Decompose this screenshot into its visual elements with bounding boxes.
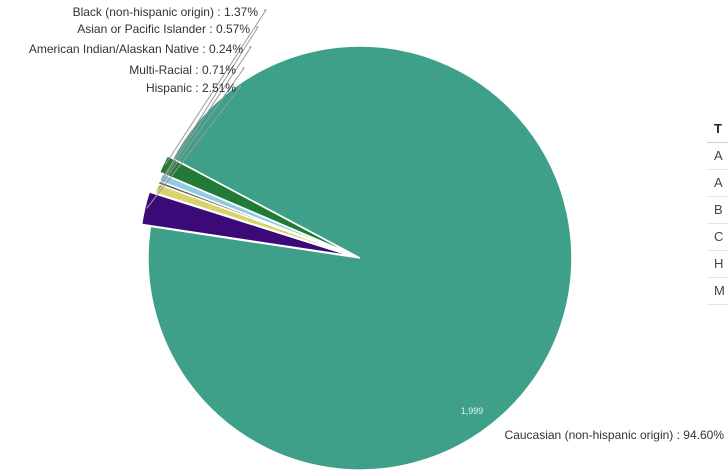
slice-label: Caucasian (non-hispanic origin) : 94.60% xyxy=(505,428,725,442)
pie-slice-black-non-hispanic-origin[interactable] xyxy=(158,154,355,257)
table-row[interactable]: A xyxy=(707,143,728,170)
pie-slice-hispanic[interactable] xyxy=(140,190,352,257)
inner-value-label: 1,999 xyxy=(461,406,484,416)
leader-line xyxy=(160,46,252,184)
table-row[interactable]: B xyxy=(707,197,728,224)
table-row[interactable]: A xyxy=(707,170,728,197)
table-header: T xyxy=(707,116,728,143)
slice-label: Black (non-hispanic origin) : 1.37% xyxy=(73,5,259,19)
table-row[interactable]: C xyxy=(707,224,728,251)
slice-label: Multi-Racial : 0.71% xyxy=(129,63,236,77)
slice-label: Hispanic : 2.51% xyxy=(146,81,236,95)
leader-line xyxy=(158,67,245,190)
table-row[interactable]: M xyxy=(707,278,728,305)
leader-line xyxy=(162,26,259,179)
data-table: T A A B C H M xyxy=(707,116,728,305)
pie-slice-caucasian-non-hispanic-origin[interactable] xyxy=(147,45,573,471)
slice-label: Asian or Pacific Islander : 0.57% xyxy=(77,22,250,36)
slice-labels: Caucasian (non-hispanic origin) : 94.60%… xyxy=(29,5,724,442)
pie-slices xyxy=(140,45,573,471)
table-row[interactable]: H xyxy=(707,251,728,278)
leader-lines xyxy=(146,9,267,209)
leader-line xyxy=(146,85,243,209)
slice-label: American Indian/Alaskan Native : 0.24% xyxy=(29,42,243,56)
leader-line xyxy=(164,9,267,166)
